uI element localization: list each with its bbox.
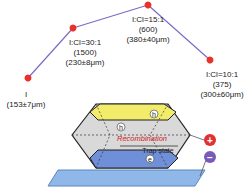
svg-text:(153±7μm): (153±7μm) [7, 100, 46, 109]
svg-text:(600): (600) [139, 25, 158, 34]
svg-text:(230±8μm): (230±8μm) [66, 58, 105, 67]
svg-text:(300±60μm): (300±60μm) [200, 90, 244, 99]
svg-text:+: + [207, 135, 213, 146]
svg-text:Recombination: Recombination [117, 134, 167, 143]
svg-text:I: I [25, 90, 27, 99]
svg-text:Trap state: Trap state [142, 147, 173, 155]
svg-text:h: h [119, 124, 123, 131]
svg-text:I:Cl=10:1: I:Cl=10:1 [206, 70, 239, 79]
svg-text:I:Cl=30:1: I:Cl=30:1 [69, 38, 102, 47]
svg-text:e: e [148, 156, 152, 163]
svg-text:I:Cl=15:1: I:Cl=15:1 [132, 15, 165, 24]
svg-text:(380±40μm): (380±40μm) [126, 35, 170, 44]
svg-text:−: − [207, 152, 213, 163]
svg-text:(375): (375) [213, 80, 232, 89]
svg-text:(1500): (1500) [73, 48, 96, 57]
svg-text:h: h [152, 111, 156, 118]
